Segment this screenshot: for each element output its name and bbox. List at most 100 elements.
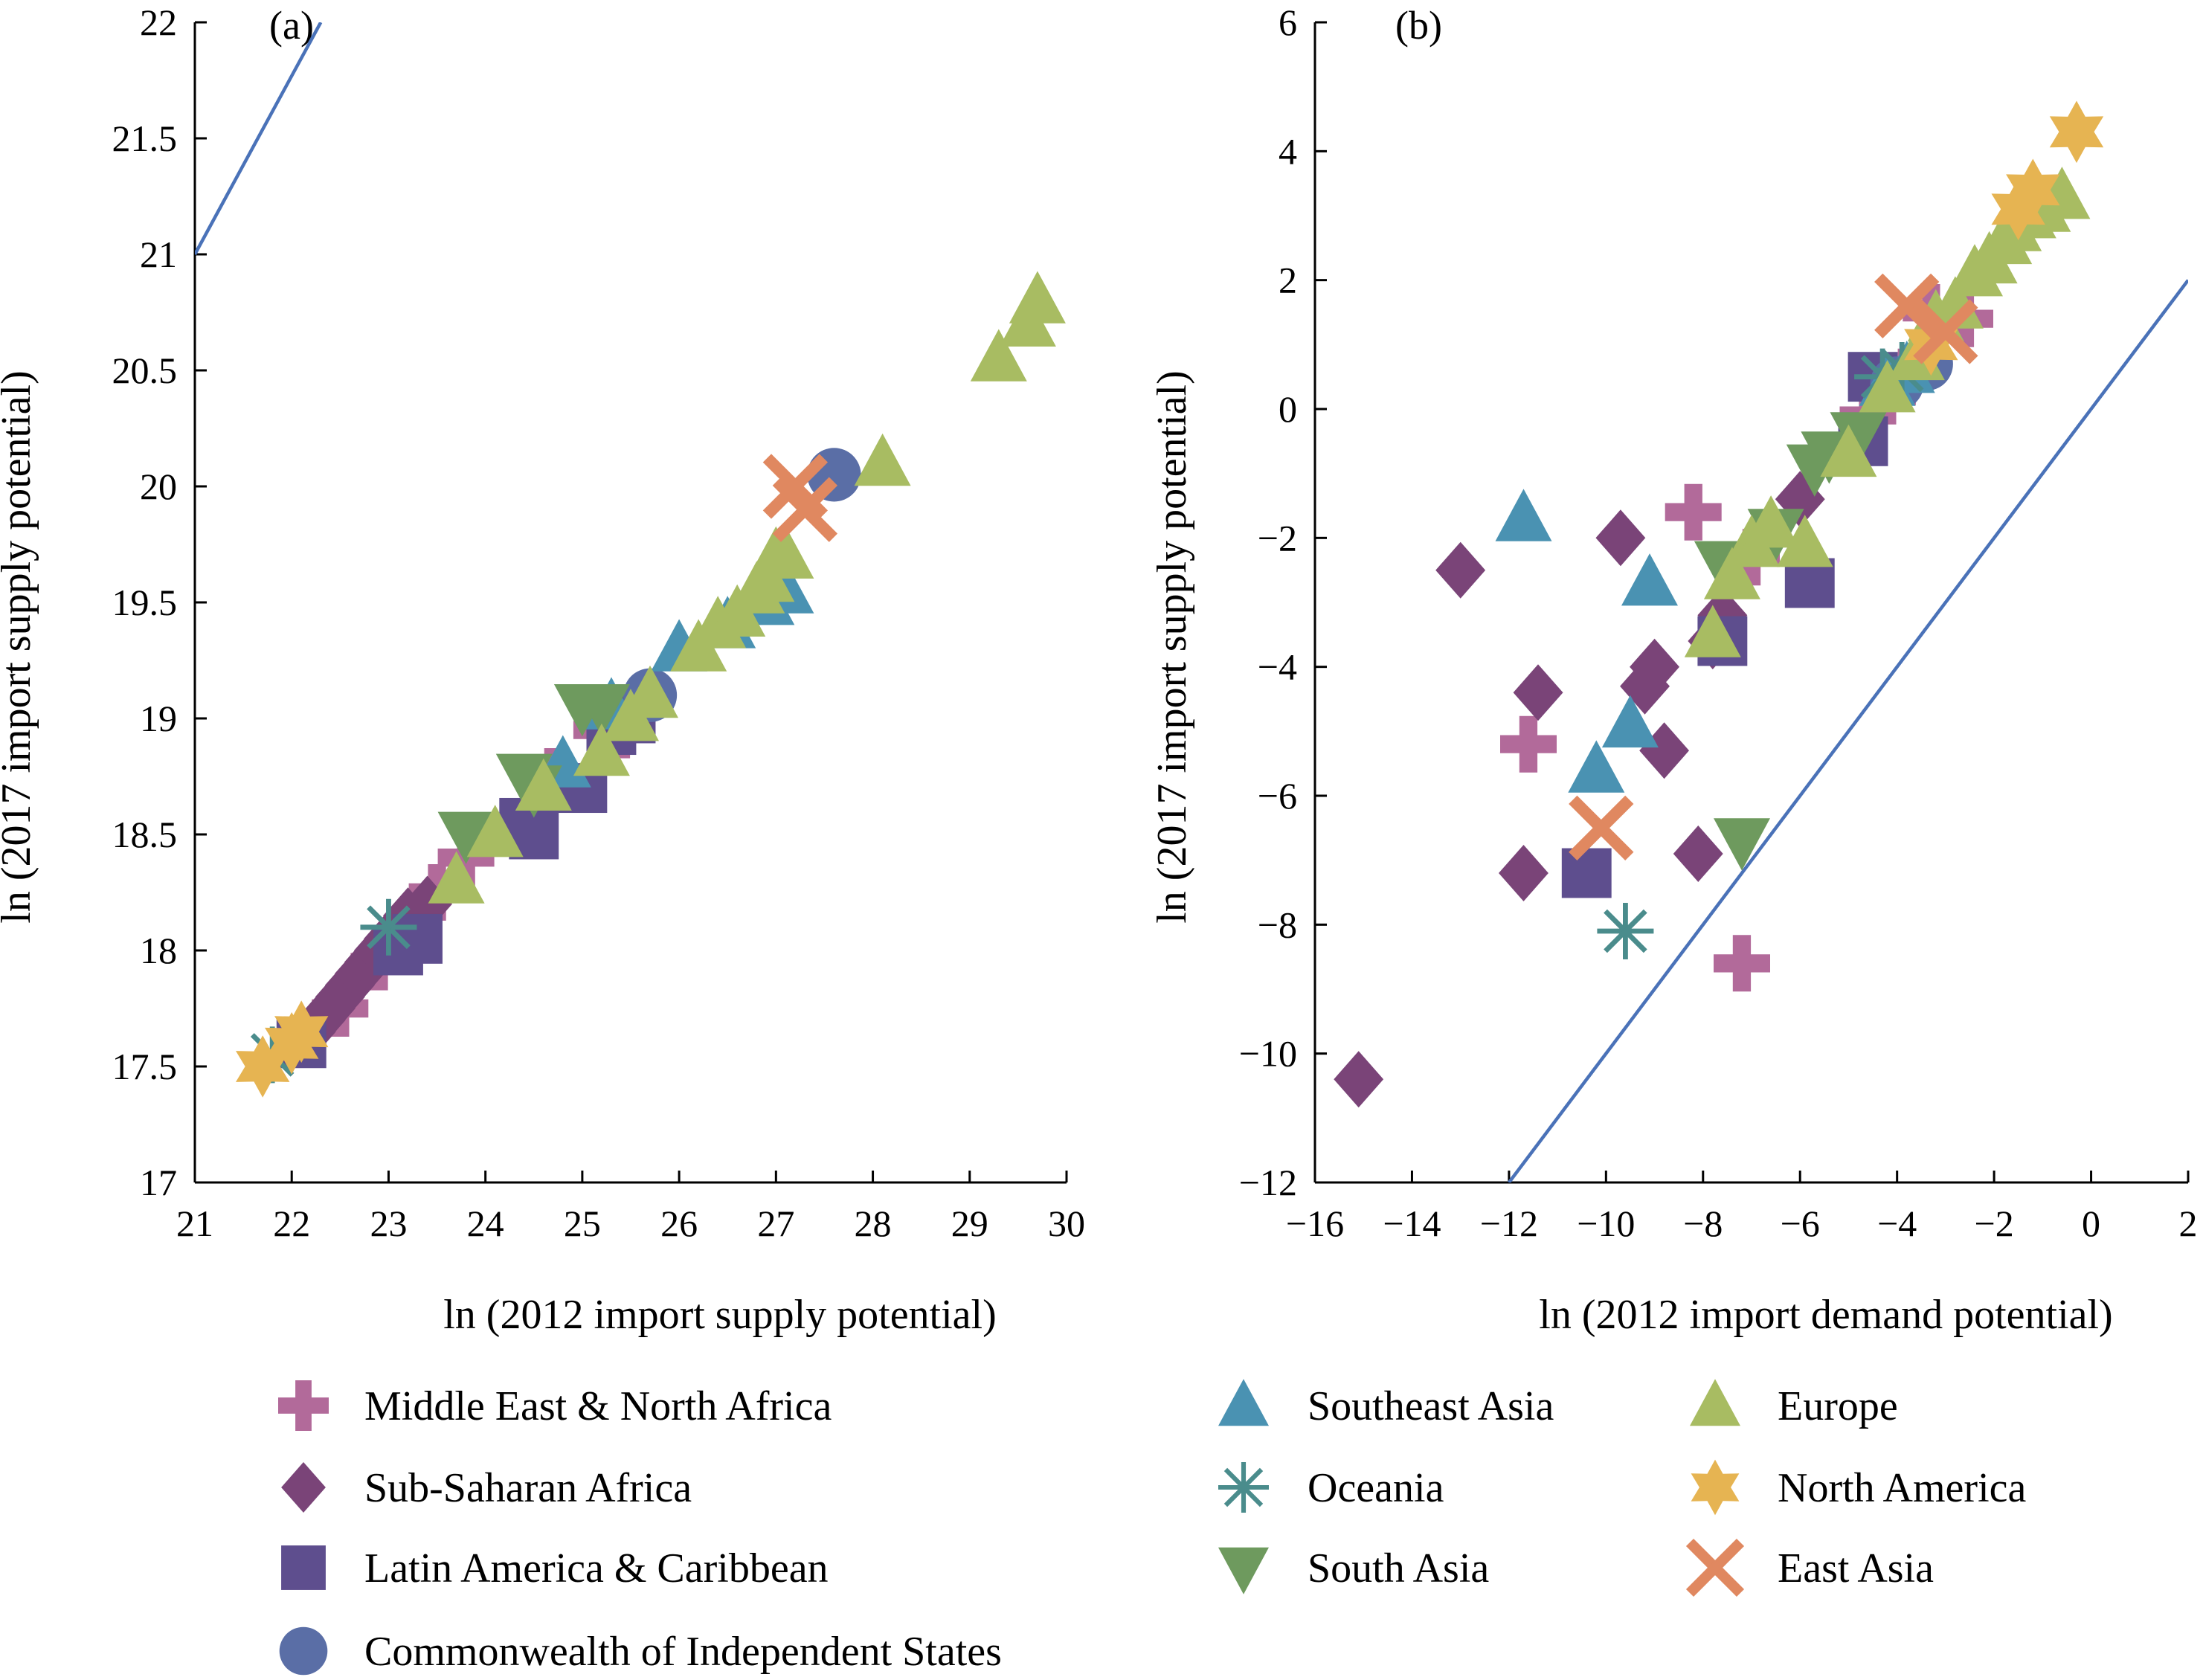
y-tick-label: 19.5 bbox=[112, 582, 178, 623]
legend-asterisk-icon bbox=[1218, 1462, 1269, 1513]
data-point-oce bbox=[1597, 903, 1654, 959]
y-tick-label: −6 bbox=[1258, 775, 1297, 817]
x-tick-label: 29 bbox=[951, 1203, 988, 1244]
data-point-sas bbox=[1714, 818, 1770, 871]
panel-a-reference-line bbox=[195, 22, 323, 256]
panel-a-points bbox=[236, 271, 1066, 1098]
x-tick-label: −2 bbox=[1975, 1203, 2014, 1244]
y-tick-label: 20 bbox=[140, 466, 177, 507]
x-tick-label: 22 bbox=[273, 1203, 310, 1244]
series-eur bbox=[428, 271, 1066, 904]
data-point-ssa bbox=[1673, 825, 1723, 882]
y-tick-label: 19 bbox=[140, 698, 177, 739]
y-tick-label: 20.5 bbox=[112, 350, 178, 391]
y-tick-label: 17.5 bbox=[112, 1046, 178, 1087]
data-point-sea bbox=[1495, 489, 1552, 541]
x-tick-label: 27 bbox=[757, 1203, 794, 1244]
data-point-eur bbox=[970, 329, 1027, 382]
x-tick-label: 0 bbox=[2082, 1203, 2100, 1244]
data-point-eas bbox=[1569, 795, 1634, 860]
panel-b-y-axis-title: ln (2017 import supply potential) bbox=[1149, 370, 1195, 923]
panel-b-chart: (b) ln (2012 import demand potential) ln… bbox=[1149, 1, 2198, 1338]
data-point-eur bbox=[466, 805, 524, 857]
legend-triangle-up-icon bbox=[1218, 1379, 1269, 1426]
data-point-ssa bbox=[1499, 845, 1548, 901]
x-tick-label: 28 bbox=[855, 1203, 892, 1244]
y-tick-label: 6 bbox=[1279, 1, 1297, 43]
legend-label-cis: Commonwealth of Independent States bbox=[364, 1629, 1002, 1675]
data-point-eur bbox=[1820, 424, 1877, 477]
y-tick-label: 0 bbox=[1279, 388, 1297, 430]
data-point-eas bbox=[1913, 299, 1978, 364]
panel-a-label: (a) bbox=[269, 3, 314, 48]
x-tick-label: 30 bbox=[1048, 1203, 1085, 1244]
legend-label-eur: Europe bbox=[1778, 1383, 1898, 1429]
panel-b-reference-line bbox=[1508, 279, 2188, 1182]
legend-label-lac: Latin America & Caribbean bbox=[364, 1545, 829, 1592]
x-tick-label: −10 bbox=[1577, 1203, 1635, 1244]
data-point-ssa bbox=[1334, 1051, 1384, 1108]
data-point-mena bbox=[1714, 935, 1770, 992]
data-point-sas bbox=[573, 684, 630, 737]
data-point-eur bbox=[1776, 515, 1833, 567]
data-point-eur bbox=[1743, 495, 1800, 548]
data-point-eur bbox=[573, 723, 630, 776]
legend-circle-icon bbox=[279, 1626, 328, 1676]
series-eas bbox=[762, 454, 838, 542]
data-point-nam bbox=[2049, 100, 2104, 164]
y-tick-label: 4 bbox=[1279, 130, 1297, 172]
legend-x-cross-icon bbox=[1685, 1538, 1745, 1597]
legend-triangle-down-icon bbox=[1218, 1547, 1269, 1594]
data-point-nam bbox=[2006, 158, 2060, 222]
x-tick-label: −8 bbox=[1683, 1203, 1723, 1244]
x-tick-label: −14 bbox=[1383, 1203, 1441, 1244]
x-tick-label: 25 bbox=[564, 1203, 601, 1244]
data-point-eur bbox=[2033, 167, 2091, 219]
panel-a-chart: (a) ln (2012 import supply potential) ln… bbox=[0, 1, 1085, 1338]
y-tick-label: 2 bbox=[1279, 260, 1297, 301]
legend-label-mena: Middle East & North Africa bbox=[364, 1383, 832, 1429]
y-tick-label: −10 bbox=[1239, 1033, 1297, 1075]
y-tick-label: −8 bbox=[1258, 904, 1297, 945]
data-point-mena bbox=[1500, 715, 1557, 773]
legend-label-sea: Southeast Asia bbox=[1308, 1383, 1554, 1429]
y-tick-label: 17 bbox=[140, 1162, 177, 1203]
data-point-eur bbox=[757, 526, 814, 579]
y-tick-label: 18.5 bbox=[112, 814, 178, 855]
data-point-sea bbox=[1568, 740, 1625, 793]
data-point-sas bbox=[437, 811, 495, 864]
y-tick-label: 21.5 bbox=[112, 118, 178, 159]
legend-triangle-up-icon bbox=[1690, 1379, 1740, 1426]
data-point-eur bbox=[622, 665, 678, 718]
x-tick-label: 26 bbox=[660, 1203, 698, 1244]
data-point-ssa bbox=[1630, 638, 1679, 695]
y-tick-label: 18 bbox=[140, 930, 177, 971]
data-point-nam bbox=[236, 1035, 290, 1098]
data-point-eur bbox=[1009, 271, 1066, 324]
x-tick-label: 21 bbox=[176, 1203, 213, 1244]
legend-diamond-icon bbox=[281, 1462, 326, 1513]
panel-a-x-axis-title: ln (2012 import supply potential) bbox=[443, 1292, 996, 1338]
data-point-nam bbox=[274, 1000, 329, 1063]
data-point-sas bbox=[1830, 412, 1887, 465]
data-point-ssa bbox=[1639, 722, 1689, 779]
legend: Middle East & North Africa Sub-Saharan A… bbox=[278, 1379, 2026, 1676]
legend-label-sas: South Asia bbox=[1308, 1545, 1489, 1592]
x-tick-label: −12 bbox=[1480, 1203, 1538, 1244]
legend-label-nam: North America bbox=[1778, 1465, 2026, 1511]
panel-b-points bbox=[1334, 100, 2104, 1108]
x-tick-label: 24 bbox=[467, 1203, 504, 1244]
data-point-sea bbox=[1601, 695, 1659, 748]
panel-b-x-axis-title: ln (2012 import demand potential) bbox=[1539, 1292, 2112, 1338]
y-tick-label: −12 bbox=[1239, 1162, 1297, 1203]
legend-plus-icon bbox=[278, 1380, 329, 1431]
x-tick-label: −4 bbox=[1877, 1203, 1917, 1244]
data-point-eur bbox=[854, 433, 911, 486]
panel-b-label: (b) bbox=[1395, 3, 1442, 48]
data-point-ssa bbox=[1595, 509, 1646, 567]
legend-label-eas: East Asia bbox=[1778, 1545, 1934, 1592]
data-point-oce bbox=[360, 898, 417, 956]
x-tick-label: −6 bbox=[1781, 1203, 1820, 1244]
data-point-eas bbox=[1874, 273, 1940, 338]
